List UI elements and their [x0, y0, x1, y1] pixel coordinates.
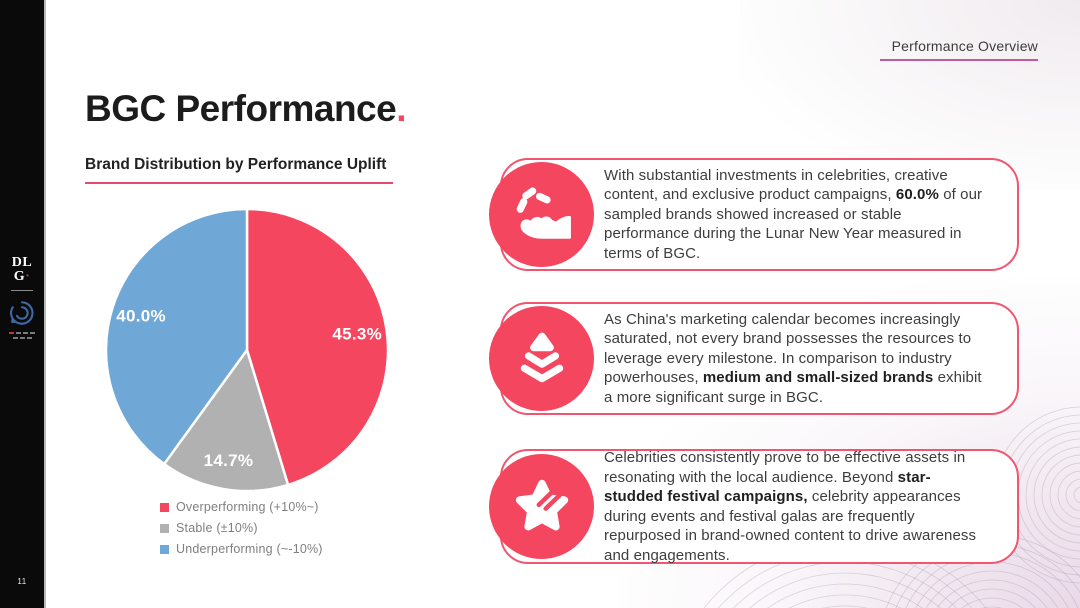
- logo-caption-dots: [0, 332, 44, 339]
- section-tab: Performance Overview: [880, 38, 1038, 61]
- swirl-emblem-icon: [10, 301, 34, 325]
- pie-slice-label-1: 14.7%: [204, 451, 254, 470]
- legend-row-0: Overperforming (+10%~): [160, 500, 323, 514]
- legend-label-0: Overperforming (+10%~): [176, 500, 319, 514]
- layered-pyramid-icon: [520, 332, 563, 382]
- legend-swatch-2: [160, 544, 169, 554]
- pie-slice-label-0: 45.3%: [332, 325, 382, 344]
- legend-row-2: Underperforming (~-10%): [160, 542, 323, 556]
- logo-red-dot: ·: [25, 269, 31, 284]
- legend-row-1: Stable (±10%): [160, 521, 323, 535]
- pie-chart: 45.3% 14.7% 40.0%: [104, 207, 390, 493]
- logo-divider: [11, 290, 33, 291]
- callout-text: With substantial investments in celebrit…: [604, 166, 983, 262]
- logo-text-line2: G·: [13, 269, 31, 284]
- callout-text: As China's marketing calendar becomes in…: [604, 310, 982, 406]
- callout-icon-circle-2: [489, 306, 594, 411]
- callout-card-celebrities: Celebrities consistently prove to be eff…: [500, 449, 1019, 564]
- pie-legend: Overperforming (+10%~) Stable (±10%) Under…: [160, 500, 323, 556]
- legend-swatch-0: [160, 502, 169, 512]
- legend-swatch-1: [160, 523, 169, 533]
- page-title: BGC Performance.: [85, 87, 406, 129]
- callout-icon-circle-3: [489, 454, 594, 559]
- star-icon: [515, 479, 568, 530]
- sidebar: DL G· 11: [0, 0, 46, 608]
- legend-label-2: Underperforming (~-10%): [176, 542, 323, 556]
- callout-text: Celebrities consistently prove to be eff…: [604, 449, 977, 564]
- title-accent-period: .: [396, 87, 406, 129]
- section-tab-underline: [880, 59, 1038, 61]
- brand-logo: DL G·: [0, 256, 44, 339]
- section-tab-label: Performance Overview: [891, 38, 1038, 54]
- chart-heading: Brand Distribution by Performance Uplift: [85, 156, 387, 173]
- page-number: 11: [17, 577, 27, 586]
- callout-icon-circle-1: [489, 162, 594, 267]
- chart-heading-underline: [85, 182, 393, 184]
- pie-slice-1: [162, 348, 290, 493]
- pie-slice-0: [245, 207, 390, 487]
- legend-label-1: Stable (±10%): [176, 521, 258, 535]
- pie-slice-label-2: 40.0%: [116, 307, 166, 326]
- logo-text-line1: DL: [11, 255, 33, 270]
- hand-catching-pills-icon: [516, 186, 571, 239]
- pie-slice-2: [104, 207, 249, 466]
